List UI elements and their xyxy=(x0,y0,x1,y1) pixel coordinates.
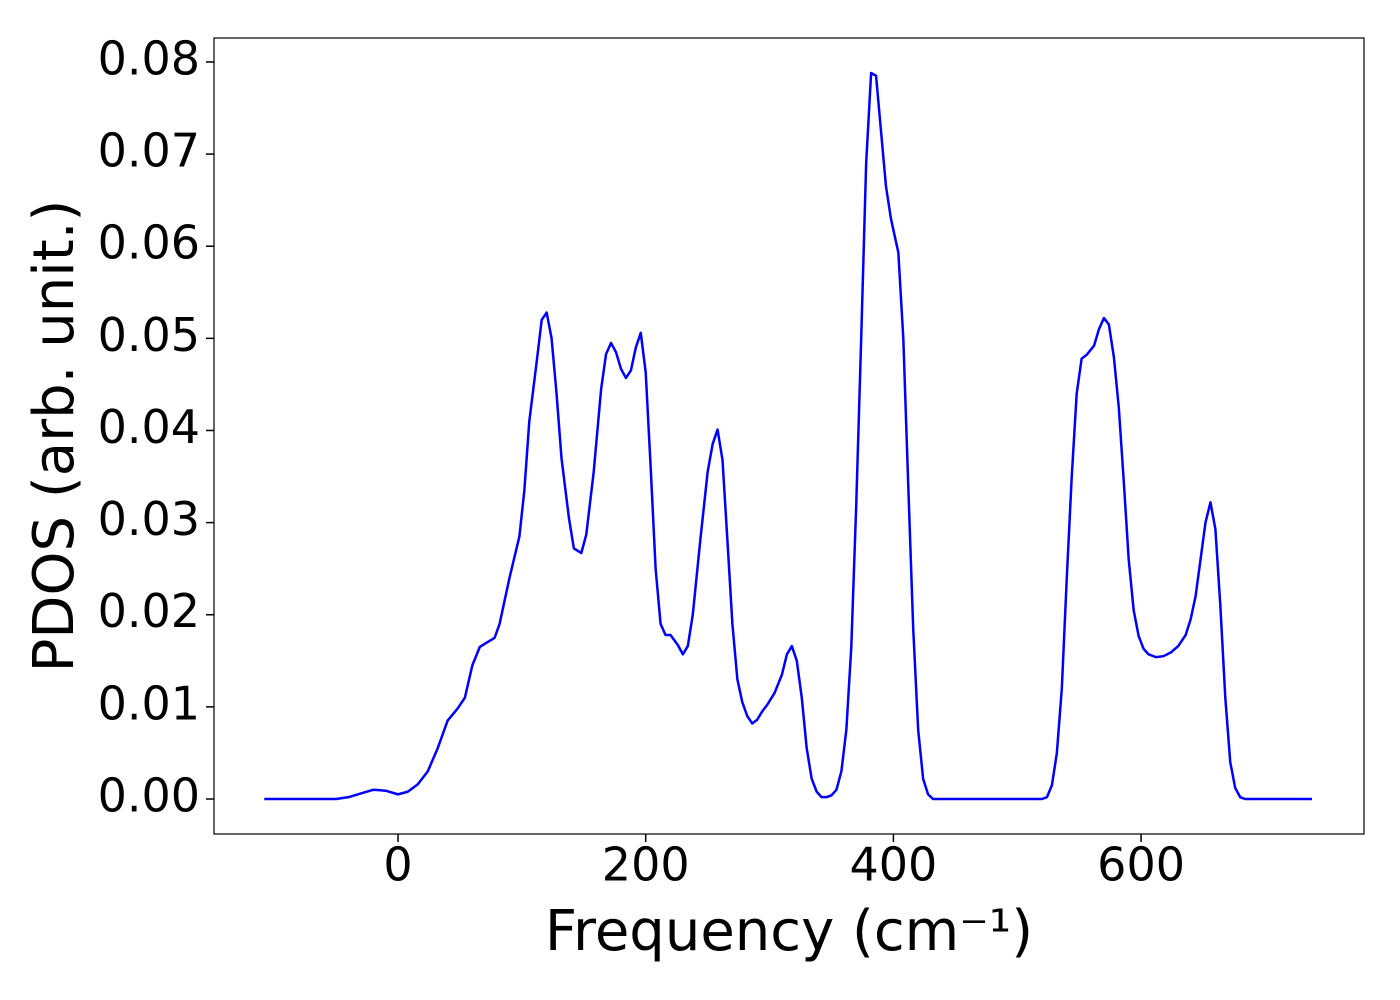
plot-frame xyxy=(213,37,1365,835)
pdos-line xyxy=(264,71,1312,801)
y-tick-label: 0.07 xyxy=(98,124,200,178)
y-tick-label: 0.01 xyxy=(98,676,200,730)
y-tick-label: 0.00 xyxy=(98,768,200,822)
x-tick-label: 400 xyxy=(849,838,937,892)
x-axis-label: Frequency (cm⁻¹) xyxy=(545,899,1033,964)
x-tick-label: 600 xyxy=(1097,838,1185,892)
x-tick-label: 0 xyxy=(383,838,412,892)
y-axis-label: PDOS (arb. unit.) xyxy=(22,200,87,673)
x-tick-label: 200 xyxy=(602,838,690,892)
y-tick-label: 0.03 xyxy=(98,492,200,546)
y-tick-label: 0.08 xyxy=(98,31,200,85)
y-tick-label: 0.02 xyxy=(98,584,200,638)
y-tick-label: 0.04 xyxy=(98,400,200,454)
y-tick-label: 0.06 xyxy=(98,216,200,270)
y-tick-label: 0.05 xyxy=(98,308,200,362)
